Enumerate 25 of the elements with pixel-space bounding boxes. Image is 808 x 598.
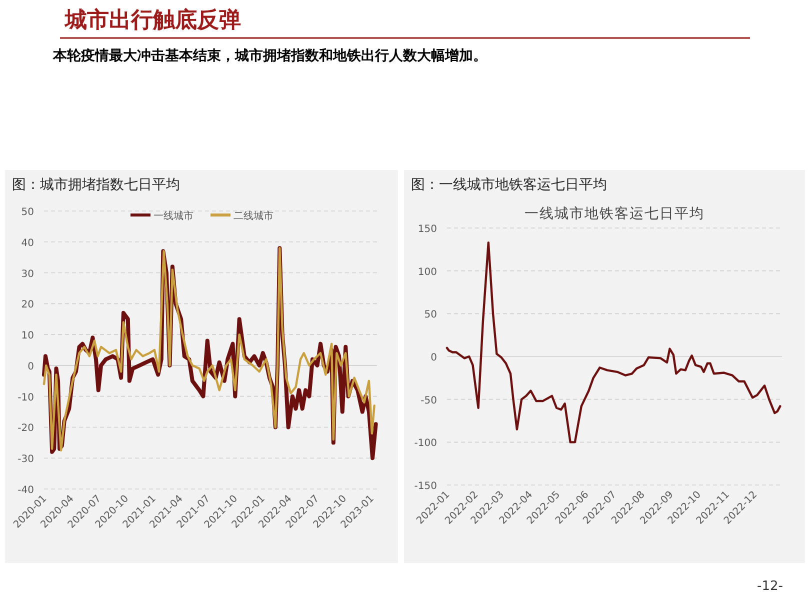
y-tick-label: -30 — [18, 454, 34, 466]
chart-title: 图：一线城市地铁客运七日平均 — [411, 177, 607, 193]
y-tick-label: 50 — [424, 310, 437, 321]
legend-label: 二线城市 — [234, 210, 274, 222]
y-tick-label: 20 — [21, 300, 34, 311]
y-tick-label: -50 — [420, 395, 437, 406]
y-tick-label: 0 — [430, 352, 437, 364]
y-tick-label: 100 — [418, 266, 437, 278]
y-tick-label: 150 — [418, 224, 437, 235]
legend-label: 一线城市 — [154, 210, 194, 222]
chart-title: 图：城市拥堵指数七日平均 — [12, 177, 180, 193]
y-tick-label: 10 — [21, 330, 34, 342]
y-tick-label: 0 — [28, 361, 34, 372]
chart-subtitle: 一线城市地铁客运七日平均 — [524, 206, 704, 222]
y-tick-label: -150 — [414, 481, 437, 492]
y-tick-label: 30 — [21, 268, 34, 280]
y-tick-label: 50 — [21, 207, 34, 218]
y-tick-label: -40 — [18, 485, 34, 496]
y-tick-label: -10 — [18, 392, 34, 404]
text: -12- — [757, 579, 784, 594]
text: 城市出行触底反弹 — [64, 7, 241, 33]
y-tick-label: -20 — [18, 423, 34, 434]
text: 本轮疫情最大冲击基本结束，城市拥堵指数和地铁出行人数大幅增加。 — [52, 47, 487, 64]
y-tick-label: 40 — [21, 238, 34, 249]
y-tick-label: -100 — [414, 438, 437, 450]
